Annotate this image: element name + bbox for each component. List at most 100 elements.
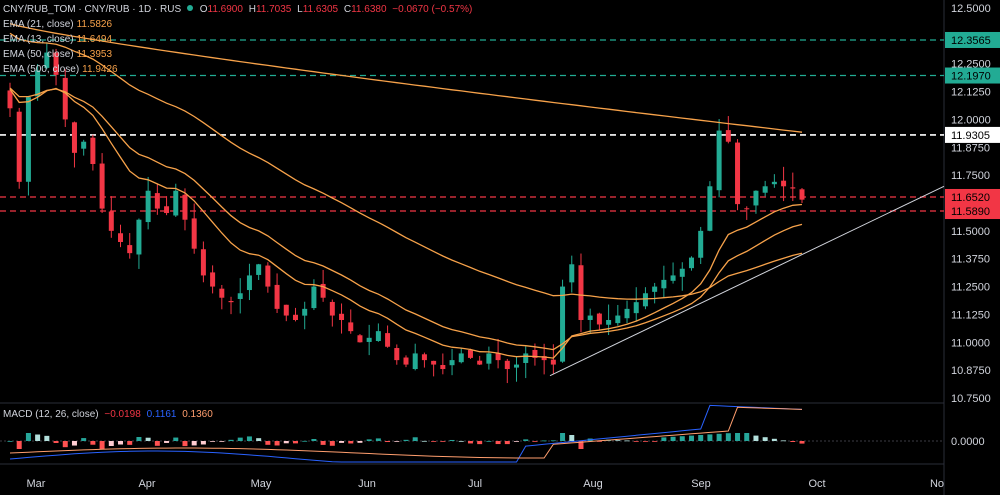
candle-body[interactable] xyxy=(541,356,547,361)
candle-body[interactable] xyxy=(606,320,612,325)
candle-body[interactable] xyxy=(191,218,197,249)
candle-body[interactable] xyxy=(725,130,731,142)
candle-body[interactable] xyxy=(394,348,400,361)
candle-body[interactable] xyxy=(274,284,280,309)
macd-line[interactable] xyxy=(9,404,803,463)
candle-body[interactable] xyxy=(256,264,262,275)
candle-body[interactable] xyxy=(753,190,759,206)
indicator-ema-13[interactable]: EMA (13, close) 11.6494 xyxy=(3,32,475,47)
candle-body[interactable] xyxy=(467,350,473,358)
candle-body[interactable] xyxy=(136,219,142,255)
candle-body[interactable] xyxy=(339,313,345,320)
candle-body[interactable] xyxy=(412,353,418,370)
candle-body[interactable] xyxy=(118,233,124,242)
candle-body[interactable] xyxy=(237,293,243,299)
macd-legend[interactable]: MACD (12, 26, close) −0.0198 0.1161 0.13… xyxy=(3,409,216,420)
candle-body[interactable] xyxy=(716,130,722,191)
candle-body[interactable] xyxy=(219,288,225,298)
candle-body[interactable] xyxy=(71,122,77,153)
trendline[interactable] xyxy=(549,185,945,377)
candle-body[interactable] xyxy=(652,286,658,292)
candle-body[interactable] xyxy=(228,300,234,303)
candle-body[interactable] xyxy=(495,353,501,361)
candle-body[interactable] xyxy=(16,111,22,182)
candle-body[interactable] xyxy=(642,293,648,307)
candle-body[interactable] xyxy=(514,364,520,368)
candle-body[interactable] xyxy=(292,314,298,320)
candle-body[interactable] xyxy=(596,313,602,325)
candle-body[interactable] xyxy=(311,286,317,309)
candle-body[interactable] xyxy=(477,360,483,365)
ema-50-line[interactable] xyxy=(9,32,803,300)
candle-body[interactable] xyxy=(108,211,114,231)
candle-body[interactable] xyxy=(449,360,455,366)
candle-body[interactable] xyxy=(532,349,538,358)
candle-body[interactable] xyxy=(688,257,694,269)
candle-body[interactable] xyxy=(265,265,271,287)
candle-body[interactable] xyxy=(790,187,796,189)
candle-body[interactable] xyxy=(200,249,206,276)
candle-body[interactable] xyxy=(578,265,584,320)
candle-body[interactable] xyxy=(320,283,326,298)
candle-body[interactable] xyxy=(624,308,630,319)
candle-body[interactable] xyxy=(99,163,105,209)
candle-body[interactable] xyxy=(781,180,787,187)
candle-body[interactable] xyxy=(90,137,96,164)
candle-body[interactable] xyxy=(799,189,805,200)
candle-body[interactable] xyxy=(164,206,170,214)
candle-body[interactable] xyxy=(744,208,750,210)
macd-signal-line[interactable] xyxy=(9,406,803,459)
candle-body[interactable] xyxy=(173,190,179,216)
candle-body[interactable] xyxy=(366,337,372,342)
candle-body[interactable] xyxy=(348,322,354,332)
ema-500-line[interactable] xyxy=(9,22,803,133)
candle-body[interactable] xyxy=(569,264,575,283)
candle-body[interactable] xyxy=(633,302,639,314)
symbol-label[interactable]: CNY/RUB_TOM · CNY/RUB · 1D · RUS xyxy=(3,4,182,15)
candle-body[interactable] xyxy=(182,194,188,220)
candle-body[interactable] xyxy=(771,181,777,185)
indicator-ema-21[interactable]: EMA (21, close) 11.5826 xyxy=(3,17,475,32)
candle-body[interactable] xyxy=(440,365,446,370)
candle-body[interactable] xyxy=(329,301,335,316)
candle-body[interactable] xyxy=(154,193,160,209)
candle-body[interactable] xyxy=(7,90,13,109)
candle-body[interactable] xyxy=(210,272,216,287)
candle-body[interactable] xyxy=(762,186,768,193)
candle-body[interactable] xyxy=(403,357,409,365)
candle-body[interactable] xyxy=(283,304,289,316)
candle-body[interactable] xyxy=(431,360,437,365)
candle-body[interactable] xyxy=(670,275,676,281)
candle-body[interactable] xyxy=(81,141,87,149)
candle-body[interactable] xyxy=(35,70,41,97)
indicator-ema-500[interactable]: EMA (500, close) 11.9426 xyxy=(3,62,475,77)
candle-body[interactable] xyxy=(679,268,685,277)
candle-body[interactable] xyxy=(458,353,464,363)
candle-body[interactable] xyxy=(661,279,667,289)
candle-body[interactable] xyxy=(375,331,381,341)
ema-13-line[interactable] xyxy=(9,87,803,359)
candle-body[interactable] xyxy=(560,286,566,362)
candle-body[interactable] xyxy=(735,142,741,205)
candle-body[interactable] xyxy=(550,359,556,365)
indicator-ema-50[interactable]: EMA (50, close) 11.3953 xyxy=(3,47,475,62)
candle-body[interactable] xyxy=(127,245,133,254)
candle-body[interactable] xyxy=(44,52,50,68)
candle-body[interactable] xyxy=(523,353,529,363)
candle-body[interactable] xyxy=(62,77,68,120)
candle-body[interactable] xyxy=(587,315,593,320)
ema-21-line[interactable] xyxy=(9,87,803,351)
candle-body[interactable] xyxy=(357,335,363,343)
candle-body[interactable] xyxy=(698,230,704,258)
candle-body[interactable] xyxy=(504,360,510,370)
candle-body[interactable] xyxy=(145,190,151,223)
candle-body[interactable] xyxy=(385,333,391,347)
candle-body[interactable] xyxy=(25,97,31,182)
candle-body[interactable] xyxy=(421,354,427,361)
candle-body[interactable] xyxy=(707,186,713,231)
candle-body[interactable] xyxy=(302,308,308,316)
candle-body[interactable] xyxy=(615,315,621,324)
candle-body[interactable] xyxy=(486,353,492,364)
candle-body[interactable] xyxy=(246,275,252,291)
